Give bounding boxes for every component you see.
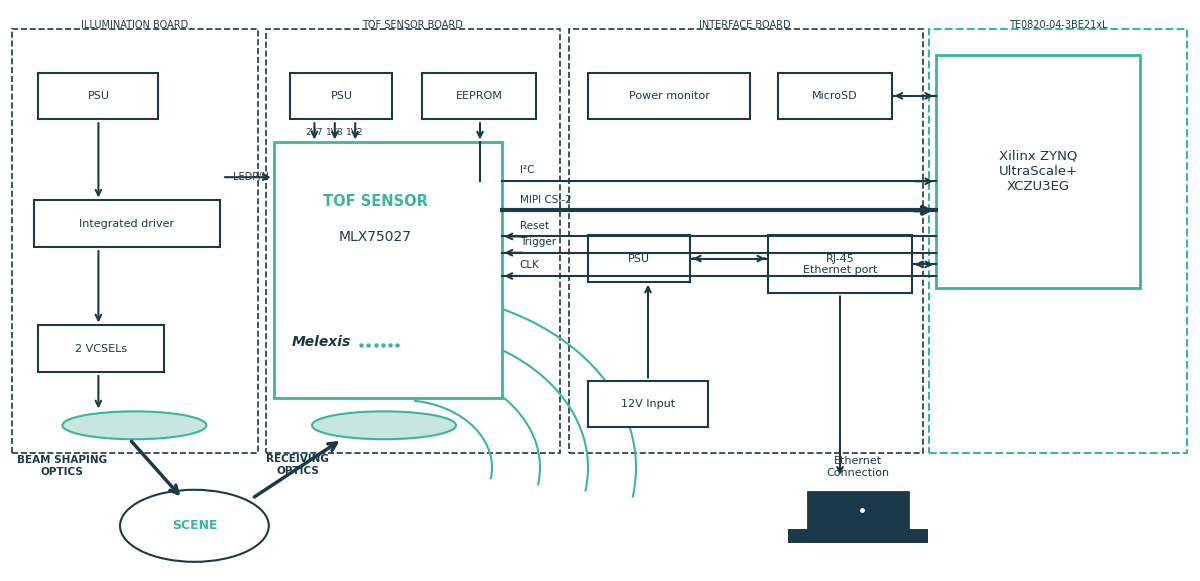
Text: LEDP/N: LEDP/N: [233, 172, 269, 182]
Bar: [274, 142, 502, 398]
Bar: [569, 29, 923, 453]
Text: 2 VCSELs: 2 VCSELs: [76, 343, 127, 354]
Bar: [588, 235, 690, 282]
Text: I²C: I²C: [520, 166, 534, 175]
Text: Melexis: Melexis: [292, 335, 350, 349]
Bar: [34, 200, 220, 247]
Text: RJ-45
Ethernet port: RJ-45 Ethernet port: [803, 253, 877, 275]
Text: TE0820-04-3BE21xL: TE0820-04-3BE21xL: [1009, 20, 1108, 30]
Text: 1V2: 1V2: [347, 128, 364, 137]
Text: Power monitor: Power monitor: [629, 91, 709, 101]
Bar: [788, 529, 928, 543]
Text: SCENE: SCENE: [172, 519, 217, 532]
Bar: [422, 73, 536, 119]
Text: Ethernet
Connection: Ethernet Connection: [827, 456, 889, 478]
Text: Integrated driver: Integrated driver: [79, 218, 174, 229]
Bar: [778, 73, 892, 119]
Ellipse shape: [312, 411, 456, 439]
Text: TOF SENSOR: TOF SENSOR: [323, 193, 428, 209]
Text: PSU: PSU: [88, 91, 109, 101]
Bar: [588, 381, 708, 427]
Text: 12V Input: 12V Input: [620, 399, 676, 409]
Text: INTERFACE BOARD: INTERFACE BOARD: [700, 20, 791, 30]
Text: RECEIVING
OPTICS: RECEIVING OPTICS: [266, 454, 329, 476]
Text: MIPI CSI-2: MIPI CSI-2: [520, 195, 571, 205]
Bar: [38, 73, 158, 119]
Text: PSU: PSU: [330, 91, 353, 101]
Text: BEAM SHAPING
OPTICS: BEAM SHAPING OPTICS: [17, 455, 108, 477]
Bar: [808, 492, 908, 530]
Bar: [936, 55, 1140, 288]
Text: Xilinx ZYNQ
UltraScale+
XCZU3EG: Xilinx ZYNQ UltraScale+ XCZU3EG: [998, 150, 1078, 193]
Bar: [929, 29, 1187, 453]
Text: CLK: CLK: [520, 260, 540, 270]
Bar: [290, 73, 392, 119]
Text: Trigger: Trigger: [520, 237, 556, 247]
Bar: [768, 235, 912, 293]
Text: Reset: Reset: [520, 221, 548, 231]
Text: ILLUMINATION BOARD: ILLUMINATION BOARD: [80, 20, 188, 30]
Bar: [588, 73, 750, 119]
Text: TOF SENSOR BOARD: TOF SENSOR BOARD: [362, 20, 463, 30]
Bar: [12, 29, 258, 453]
Text: 2V7: 2V7: [306, 128, 323, 137]
Ellipse shape: [62, 411, 206, 439]
Text: 1V8: 1V8: [326, 128, 343, 137]
Text: EEPROM: EEPROM: [456, 91, 503, 101]
Circle shape: [120, 490, 269, 562]
Bar: [266, 29, 560, 453]
Text: MLX75027: MLX75027: [340, 230, 412, 244]
Text: PSU: PSU: [628, 253, 650, 264]
Bar: [38, 325, 164, 372]
Text: MicroSD: MicroSD: [811, 91, 858, 101]
